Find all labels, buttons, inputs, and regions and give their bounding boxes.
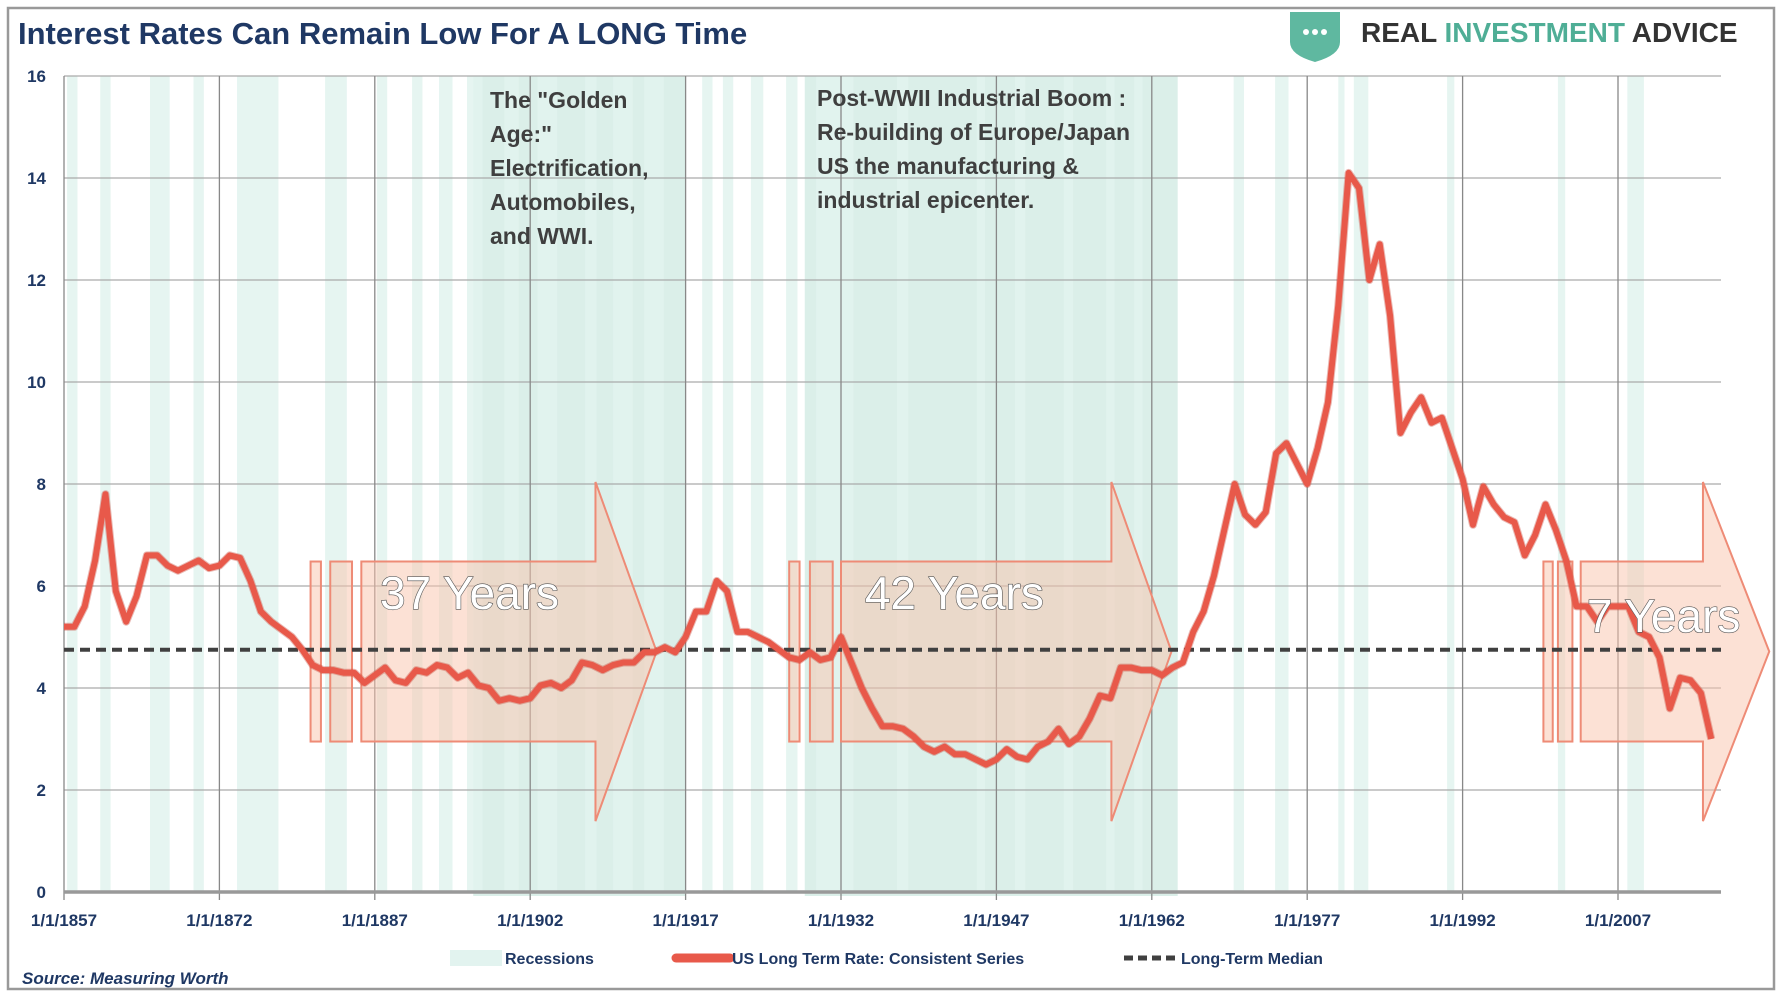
rate-line [64, 169, 1715, 768]
x-tick-label: 1/1/2007 [1585, 911, 1651, 930]
post-wwii-annotation: industrial epicenter. [817, 187, 1034, 213]
golden-age-annotation: Age:" [490, 121, 552, 147]
x-tick-label: 1/1/1887 [342, 911, 408, 930]
x-tick-label: 1/1/1872 [186, 911, 252, 930]
logo-text-1: REAL [1361, 17, 1437, 48]
shield-icon [1290, 12, 1340, 62]
x-tick-label: 1/1/1932 [808, 911, 874, 930]
golden-age-annotation: Automobiles, [490, 189, 636, 215]
y-tick-label: 10 [27, 373, 46, 392]
legend: Recessions US Long Term Rate: Consistent… [450, 950, 1323, 968]
logo-text-2: INVESTMENT [1445, 17, 1625, 48]
chart-title: Interest Rates Can Remain Low For A LONG… [18, 16, 747, 51]
golden-age-annotation: and WWI. [490, 223, 593, 249]
arrow-shape [840, 481, 1173, 822]
logo: REAL INVESTMENT ADVICE [1290, 12, 1738, 62]
golden-age-annotation: The "Golden [490, 87, 627, 113]
legend-label-recessions: Recessions [505, 951, 594, 968]
x-tick-label: 1/1/1902 [497, 911, 563, 930]
post-wwii-annotation: Post-WWII Industrial Boom : [817, 85, 1126, 111]
legend-label-median: Long-Term Median [1181, 951, 1323, 968]
y-tick-label: 16 [27, 67, 46, 86]
x-tick-label: 1/1/1992 [1430, 911, 1496, 930]
x-tick-label: 1/1/1962 [1119, 911, 1185, 930]
x-tick-label: 1/1/1977 [1274, 911, 1340, 930]
source-note: Source: Measuring Worth [22, 969, 229, 988]
y-tick-label: 14 [27, 169, 46, 188]
x-tick-label: 1/1/1857 [31, 911, 97, 930]
arrow-shape [1579, 481, 1771, 822]
y-tick-label: 4 [37, 679, 47, 698]
post-wwii-annotation: Re-building of Europe/Japan [817, 119, 1130, 145]
arrow-label: 7 Years [1587, 590, 1740, 642]
y-tick-label: 12 [27, 271, 46, 290]
y-tick-label: 8 [37, 475, 46, 494]
logo-text-3: ADVICE [1632, 17, 1738, 48]
y-tick-label: 6 [37, 577, 46, 596]
y-tick-label: 2 [37, 781, 46, 800]
legend-label-rate: US Long Term Rate: Consistent Series [732, 951, 1024, 968]
arrow-shape [360, 481, 658, 822]
x-tick-label: 1/1/1947 [963, 911, 1029, 930]
arrow-label: 37 Years [380, 567, 559, 619]
y-tick-label: 0 [37, 883, 46, 902]
arrow-label: 42 Years [865, 567, 1044, 619]
x-tick-label: 1/1/1917 [653, 911, 719, 930]
svg-text:REAL INVESTMENT ADVICE: REAL INVESTMENT ADVICE [1361, 17, 1738, 48]
post-wwii-annotation: US the manufacturing & [817, 153, 1079, 179]
legend-swatch-recessions [450, 950, 502, 966]
golden-age-annotation: Electrification, [490, 155, 648, 181]
